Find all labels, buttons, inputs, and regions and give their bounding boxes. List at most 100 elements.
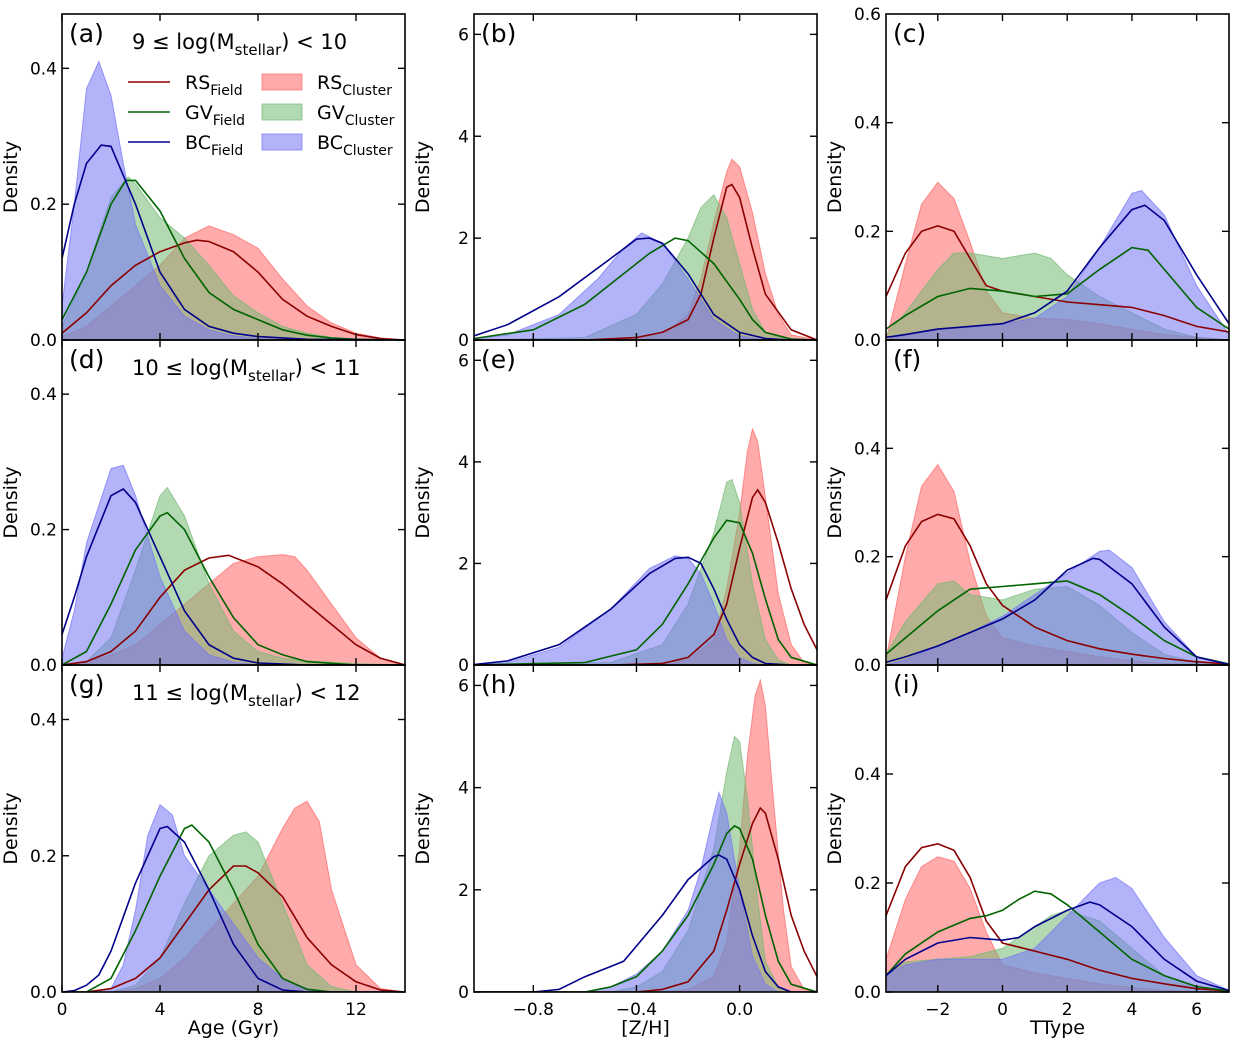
- x-tick-label: 0.0: [726, 1000, 753, 1020]
- y-tick-label: 0: [458, 331, 469, 351]
- plot-area: [474, 158, 817, 340]
- panel-g: 0 4 8 12 0.0 0.2 0.4 Density Age (Gyr) (g) 11 ≤ lo…: [0, 664, 406, 1039]
- y-tick-label: 6: [458, 25, 469, 45]
- rs-field-line: [886, 842, 1229, 992]
- panel-label: (i): [893, 670, 919, 699]
- bc-cluster-area: [886, 876, 1229, 992]
- rs-cluster-legend-patch: [261, 73, 303, 91]
- gv-field-line: [474, 237, 817, 340]
- y-tick-label: 0.0: [854, 656, 881, 676]
- y-tick-label: 0.2: [30, 195, 57, 215]
- bc-field-line: [474, 854, 817, 992]
- y-tick-label: 0.4: [30, 385, 57, 405]
- plot-area: [886, 181, 1229, 340]
- mass-bin-label: 11 ≤ log(Mstellar) < 12: [132, 681, 361, 710]
- y-axis-label: Density: [824, 141, 846, 213]
- panel-label: (a): [69, 19, 104, 48]
- axes-frame: [61, 664, 406, 993]
- y-tick-label: 0.4: [854, 765, 881, 785]
- y-tick-label: 6: [458, 351, 469, 371]
- gv-field-line: [62, 511, 405, 665]
- mass-bin-label: 10 ≤ log(Mstellar) < 11: [132, 356, 361, 385]
- x-tick-label: 0: [997, 1000, 1008, 1020]
- x-tick-label: 0: [57, 1000, 68, 1020]
- y-axis-label: Density: [0, 141, 22, 213]
- plot-area: [474, 427, 817, 665]
- y-axis-label: Density: [412, 141, 434, 213]
- x-axis-label: Age (Gyr): [188, 1017, 279, 1039]
- y-tick-label: 0.2: [30, 847, 57, 867]
- x-tick-label: 6: [1191, 1000, 1202, 1020]
- panel-h: −0.8 −0.4 0.0 0 2 4 6 Density [Z/H] (h): [412, 664, 818, 1039]
- x-tick-label: −2: [925, 1000, 950, 1020]
- y-tick-label: 0.0: [854, 331, 881, 351]
- y-axis-label: Density: [824, 792, 846, 864]
- y-tick-label: 0.4: [30, 711, 57, 731]
- panel-f: 0.0 0.2 0.4 Density (f): [824, 339, 1230, 676]
- y-tick-label: 0.4: [854, 114, 881, 134]
- mass-bin-label: 9 ≤ log(Mstellar) < 10: [132, 30, 347, 59]
- y-tick-label: 0.2: [854, 874, 881, 894]
- y-tick-label: 0: [458, 656, 469, 676]
- bc-field-line: [474, 237, 817, 340]
- rs-field-line: [62, 239, 405, 340]
- y-tick-label: 2: [458, 229, 469, 249]
- gv-field-line: [886, 580, 1229, 665]
- y-tick-label: 0.0: [30, 331, 57, 351]
- panel-c: 0.0 0.2 0.4 0.6 Density (c): [824, 5, 1230, 351]
- y-tick-label: 0.2: [30, 521, 57, 541]
- y-axis-label: Density: [0, 792, 22, 864]
- rs-field-line: [474, 183, 817, 340]
- x-tick-label: −0.4: [616, 1000, 657, 1020]
- plot-area: [886, 842, 1229, 992]
- x-tick-label: 12: [345, 1000, 367, 1020]
- rs-field-line: [62, 554, 405, 665]
- plot-area: [62, 800, 405, 992]
- bc-cluster-area: [474, 791, 817, 992]
- legend: RSField GVField BCField RSCluster GVCluster B…: [128, 72, 395, 159]
- y-tick-label: 6: [458, 676, 469, 696]
- rs-field-line: [886, 513, 1229, 665]
- panel-label: (d): [69, 345, 104, 374]
- x-tick-label: 2: [1062, 1000, 1073, 1020]
- panel-label: (e): [481, 345, 516, 374]
- panel-label: (b): [481, 19, 516, 48]
- y-tick-label: 0.2: [854, 222, 881, 242]
- gv-field-line: [474, 824, 817, 992]
- panel-label: (g): [69, 670, 104, 699]
- rs-field-legend-label: RSField: [185, 72, 243, 99]
- plot-area: [62, 60, 405, 340]
- y-tick-label: 4: [458, 127, 469, 147]
- panel-e: 0 2 4 6 Density (e): [412, 339, 818, 676]
- gv-field-line: [474, 519, 817, 665]
- plot-area: [474, 678, 817, 992]
- y-axis-label: Density: [412, 792, 434, 864]
- rs-field-line: [62, 865, 405, 992]
- axes-frame: [473, 664, 818, 993]
- y-tick-label: 2: [458, 554, 469, 574]
- panel-label: (c): [893, 19, 926, 48]
- panel-b: 0 2 4 6 Density (b): [412, 13, 818, 351]
- gv-cluster-legend-patch: [261, 103, 303, 121]
- bc-cluster-legend-patch: [261, 133, 303, 151]
- y-tick-label: 0: [458, 983, 469, 1003]
- bc-field-line: [62, 825, 405, 992]
- y-tick-label: 0.0: [30, 983, 57, 1003]
- gv-field-legend-label: GVField: [185, 102, 245, 129]
- panel-label: (h): [481, 670, 516, 699]
- x-tick-label: −0.8: [513, 1000, 554, 1020]
- bc-cluster-legend-label: BCCluster: [317, 132, 393, 159]
- panel-d: 0.0 0.2 0.4 Density (d) 10 ≤ log(Mstellar) < …: [0, 339, 406, 676]
- bc-field-line: [474, 556, 817, 665]
- y-axis-label: Density: [412, 466, 434, 538]
- x-axis-label: [Z/H]: [621, 1017, 670, 1039]
- y-tick-label: 4: [458, 453, 469, 473]
- plot-area: [886, 463, 1229, 665]
- bc-field-line: [886, 557, 1229, 665]
- bc-field-legend-label: BCField: [185, 132, 243, 159]
- rs-cluster-legend-label: RSCluster: [317, 72, 392, 99]
- panel-a: 0.0 0.2 0.4 Density (a) 9 ≤ log(Mstellar) < 1…: [0, 13, 406, 351]
- gv-field-line: [886, 246, 1229, 330]
- y-tick-label: 0.0: [854, 983, 881, 1003]
